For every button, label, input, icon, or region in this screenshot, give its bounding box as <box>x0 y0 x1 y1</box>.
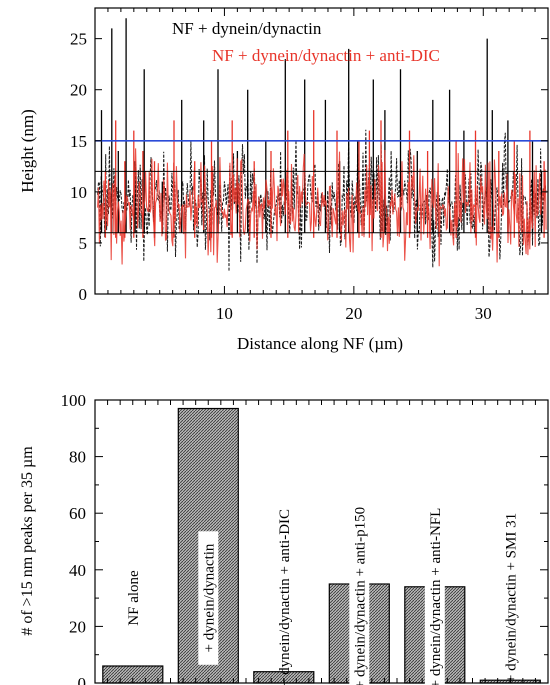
y-tick-label: 60 <box>69 504 86 523</box>
category-label: + dynein/dynactin + SMI 31 <box>503 513 519 683</box>
y-tick-label: 80 <box>69 448 86 467</box>
legend-item-anti-dic: NF + dynein/dynactin + anti-DIC <box>212 46 440 65</box>
category-label: + dynein/dynactin + anti-NFL <box>428 508 444 685</box>
peak-count-bar-chart: 0 20 40 60 80 100 NF alone + dynein/dynactin + … <box>19 391 549 685</box>
y-tick-label: 5 <box>79 234 88 253</box>
legend-item-dynein-dynactin: NF + dynein/dynactin <box>172 19 322 38</box>
y-tick-label: 20 <box>70 81 87 100</box>
y-tick-label: 40 <box>69 561 86 580</box>
label-background <box>349 486 370 685</box>
plot-frame <box>94 7 549 295</box>
series-line-anti-dic <box>97 148 547 267</box>
x-axis-label: Distance along NF (µm) <box>237 334 403 353</box>
category-label: + dynein/dynactin + anti-DIC <box>277 509 293 685</box>
category-label: NF alone <box>126 570 142 626</box>
y-axis-label: # of >15 nm peaks per 35 µm <box>19 446 36 636</box>
y-tick-label: 15 <box>70 132 87 151</box>
x-tick-label: 20 <box>345 304 362 323</box>
y-tick-label: 0 <box>78 674 87 685</box>
category-label: + dynein/dynactin <box>201 543 217 652</box>
label-background <box>424 490 445 685</box>
y-tick-label: 20 <box>69 617 86 636</box>
y-tick-label: 100 <box>61 391 87 410</box>
x-tick-label: 30 <box>475 304 492 323</box>
x-tick-label: 10 <box>216 304 233 323</box>
y-axis-label: Height (nm) <box>18 109 37 193</box>
y-tick-label: 25 <box>70 30 87 49</box>
label-background <box>198 531 219 665</box>
plot-frame <box>94 399 549 684</box>
height-profile-chart: 0 5 10 15 20 25 10 20 30 NF + dynein/dynactin NF… <box>18 7 549 353</box>
category-label: + dynein/dynactin + anti-p150 <box>352 507 368 685</box>
y-tick-label: 10 <box>70 183 87 202</box>
y-tick-label: 0 <box>79 285 88 304</box>
